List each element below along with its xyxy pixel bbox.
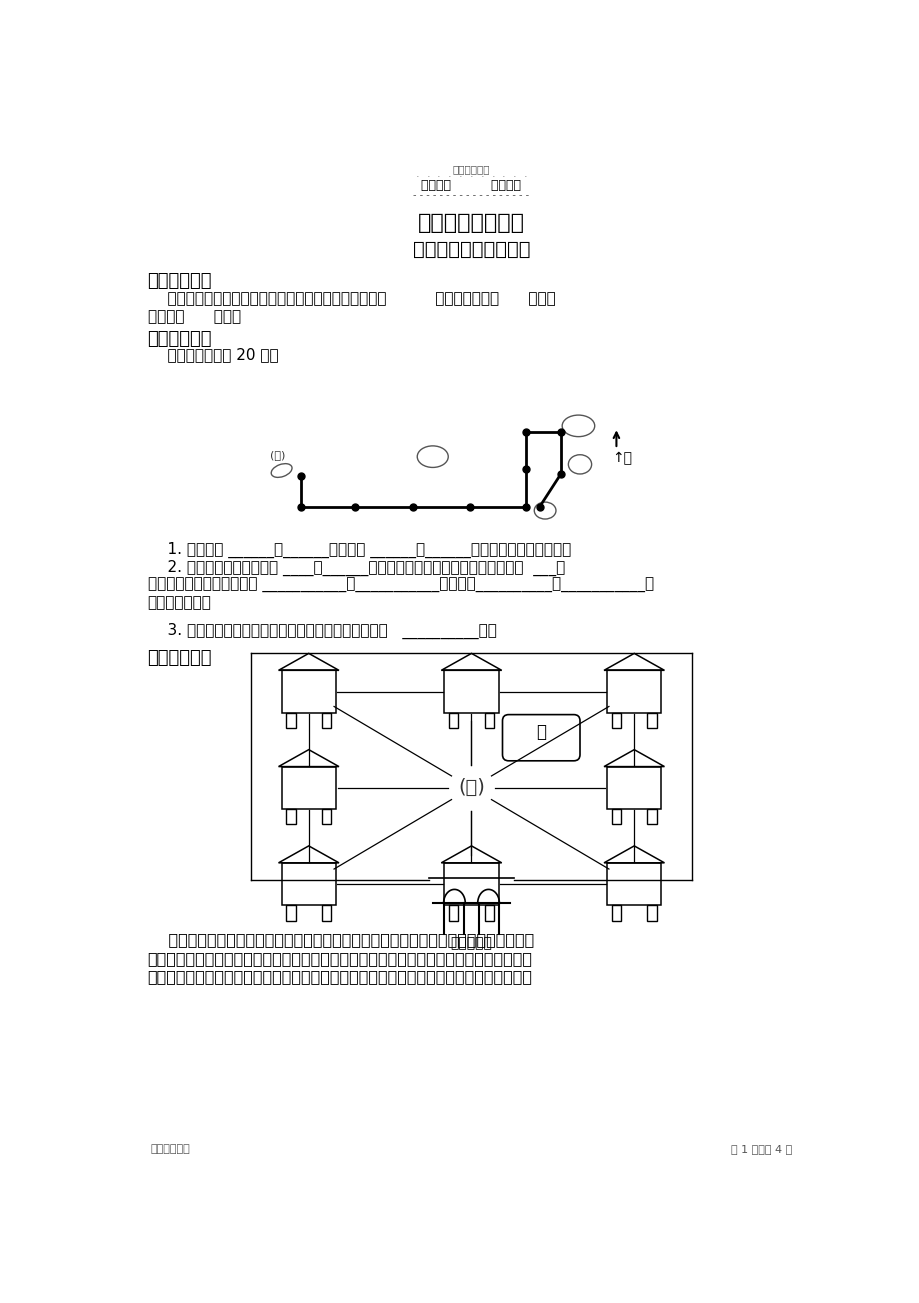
Text: 动物园大门: 动物园大门 <box>450 937 492 950</box>
Text: 把信交给小猫。: 把信交给小猫。 <box>147 595 211 610</box>
Text: ·: · <box>523 172 527 181</box>
Text: 米找到大象，最后再接着向 ___________飞___________米，又向__________飞___________米: 米找到大象，最后再接着向 ___________飞___________米，又向… <box>147 577 653 593</box>
Text: 3. 从鸽子开始出发，到把信全部送完，在路上共飞了   __________米。: 3. 从鸽子开始出发，到把信全部送完，在路上共飞了 __________米。 <box>147 623 496 640</box>
Text: ·: · <box>437 172 440 181</box>
Text: ·: · <box>470 172 472 181</box>
Text: (狮): (狮) <box>458 778 484 797</box>
Text: ·: · <box>480 172 483 181</box>
Text: ↑北: ↑北 <box>611 451 631 465</box>
Text: 第九单元：总复习: 第九单元：总复习 <box>417 214 525 233</box>
Text: 学习必备          欢迎下载: 学习必备 欢迎下载 <box>421 180 521 193</box>
Text: ·: · <box>491 172 494 181</box>
Text: 精选学习资料: 精选学习资料 <box>452 164 490 175</box>
Text: - - - - - - - - - - - - - - - - - -: - - - - - - - - - - - - - - - - - - <box>413 190 529 201</box>
Text: ·: · <box>425 172 429 181</box>
Text: ·: · <box>502 172 505 181</box>
Text: 名师归纳总结: 名师归纳总结 <box>151 1144 190 1154</box>
Text: 一、基础训练: 一、基础训练 <box>147 272 211 289</box>
Text: 三、思维拓展: 三、思维拓展 <box>147 649 211 667</box>
Text: 子馆的西北面，飞禽馆在狮子馆的东北面，经过熊猫馆向南走，可到达猴山和大象馆，经过: 子馆的西北面，飞禽馆在狮子馆的东北面，经过熊猫馆向南走，可到达猴山和大象馆，经过 <box>147 951 532 966</box>
Text: (鸽): (鸽) <box>270 451 285 460</box>
Text: 二、能力提升: 二、能力提升 <box>147 330 211 348</box>
Text: 1. 鸽子要向 ______飞______米，再向 ______飞______米就把信送给了小松鼠。: 1. 鸽子要向 ______飞______米，再向 ______飞______米… <box>147 541 570 558</box>
Text: 左侧是（      ）面。: 左侧是（ ）面。 <box>147 309 241 324</box>
Text: ·: · <box>448 172 451 181</box>
Text: ·: · <box>459 172 462 181</box>
Text: 星期天，我们去动物园游玩，走进动物园大门，正北面有狮子馆和河马馆，熊猫馆在狮: 星期天，我们去动物园游玩，走进动物园大门，正北面有狮子馆和河马馆，熊猫馆在狮 <box>147 933 533 947</box>
Text: 早晨同学们面向太阳举行升旗仪式，此时同学们面向（          ）面，背对着（      ）面，: 早晨同学们面向太阳举行升旗仪式，此时同学们面向（ ）面，背对着（ ）面， <box>147 291 555 306</box>
Text: 猴山向东走到达狮子馆和金鱼馆，经过金鱼馆向南走到达骆驼馆，你能填出它们的位置吗？: 猴山向东走到达狮子馆和金鱼馆，经过金鱼馆向南走到达骆驼馆，你能填出它们的位置吗？ <box>147 969 532 985</box>
Text: 第 1 页，共 4 页: 第 1 页，共 4 页 <box>731 1144 791 1154</box>
Text: 水: 水 <box>536 723 546 740</box>
Text: 第一课时：位置与方向: 第一课时：位置与方向 <box>413 240 529 258</box>
Text: 送信。（每小格 20 米）: 送信。（每小格 20 米） <box>147 348 278 362</box>
Text: 2. 鸽子从松鼠家出来，向 ____飞______米就到了兔子家，把信送给兔子后再向  ___飞: 2. 鸽子从松鼠家出来，向 ____飞______米就到了兔子家，把信送给兔子后… <box>147 560 564 576</box>
Text: ·: · <box>513 172 516 181</box>
Text: ·: · <box>415 172 419 181</box>
